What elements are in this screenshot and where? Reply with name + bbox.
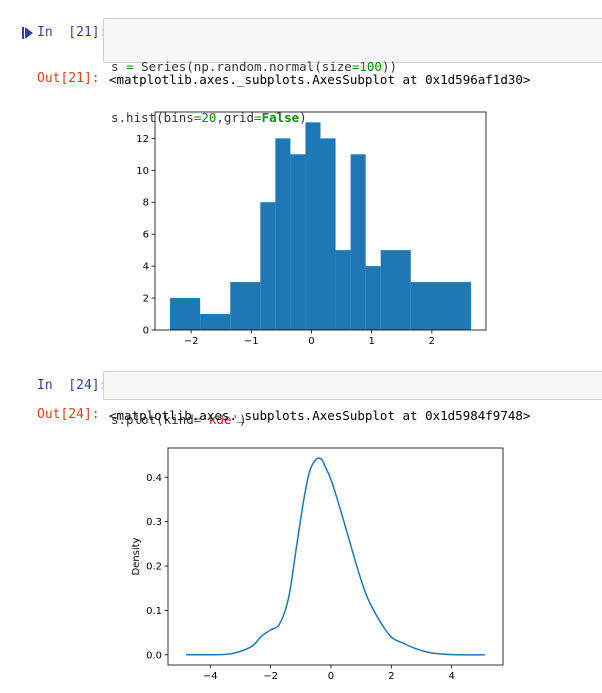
y-tick-label: 0.1 bbox=[146, 606, 162, 617]
code-input-area[interactable]: s = Series(np.random.normal(size=100)) s… bbox=[103, 18, 602, 125]
code-line: s.hist(bins=20,grid=False) bbox=[111, 109, 602, 126]
y-tick-label: 6 bbox=[143, 230, 149, 241]
histogram-bar bbox=[410, 282, 471, 330]
run-cell-icon[interactable] bbox=[22, 27, 33, 39]
output-prompt: Out[21]: bbox=[37, 71, 100, 86]
y-tick-label: 0 bbox=[143, 326, 149, 337]
code-token: Series(np.random.normal(size bbox=[133, 59, 352, 74]
code-string: 'kde' bbox=[201, 412, 239, 427]
histogram-bar bbox=[365, 266, 381, 330]
histogram-bar bbox=[350, 154, 366, 330]
x-tick-label: 0 bbox=[328, 671, 334, 682]
y-tick-label: 0.0 bbox=[146, 650, 162, 661]
y-tick-label: 2 bbox=[143, 294, 149, 305]
code-operator: = bbox=[254, 110, 262, 125]
histogram-bar bbox=[275, 138, 291, 330]
histogram-bar bbox=[320, 138, 336, 330]
histogram-bar bbox=[380, 250, 411, 330]
y-tick-label: 0.4 bbox=[146, 473, 162, 484]
plot-frame bbox=[154, 111, 487, 331]
code-token: ) bbox=[238, 412, 247, 427]
histogram-bar bbox=[260, 202, 276, 330]
x-tick-label: −4 bbox=[203, 671, 218, 682]
code-line: s.plot(kind='kde') bbox=[111, 411, 602, 428]
histogram-bar bbox=[170, 298, 201, 330]
histogram-bar bbox=[230, 282, 261, 330]
y-tick-label: 12 bbox=[136, 134, 149, 145]
x-tick-label: 0 bbox=[308, 336, 314, 347]
y-tick-label: 10 bbox=[136, 166, 149, 177]
x-tick-label: 1 bbox=[368, 336, 374, 347]
y-axis-label: Density bbox=[131, 537, 142, 575]
code-keyword: False bbox=[261, 110, 300, 125]
code-token: )) bbox=[381, 59, 398, 74]
code-operator: = bbox=[193, 412, 202, 427]
output-prompt: Out[24]: bbox=[37, 407, 100, 422]
x-tick-label: 2 bbox=[388, 671, 394, 682]
code-token: ,grid bbox=[216, 110, 255, 125]
code-token: s.hist(bins bbox=[111, 110, 194, 125]
y-tick-label: 0.3 bbox=[146, 517, 162, 528]
histogram-bar bbox=[305, 122, 321, 330]
y-tick-label: 4 bbox=[143, 262, 149, 273]
output-repr: <matplotlib.axes._subplots.AxesSubplot a… bbox=[109, 72, 531, 87]
code-operator: = bbox=[193, 110, 202, 125]
input-prompt: In [24]: bbox=[37, 378, 108, 393]
output-repr: <matplotlib.axes._subplots.AxesSubplot a… bbox=[109, 408, 531, 423]
input-prompt: In [21]: bbox=[37, 25, 108, 40]
y-tick-label: 8 bbox=[143, 198, 149, 209]
x-tick-label: 4 bbox=[449, 671, 455, 682]
code-operator: = bbox=[126, 59, 134, 74]
code-operator: = bbox=[351, 59, 360, 74]
x-tick-label: −2 bbox=[263, 671, 278, 682]
code-number: 20 bbox=[201, 110, 217, 125]
y-tick-label: 0.2 bbox=[146, 562, 162, 573]
code-token: ) bbox=[299, 110, 307, 125]
code-token: s bbox=[111, 59, 127, 74]
code-input-area[interactable]: s.plot(kind='kde') bbox=[103, 371, 602, 427]
x-tick-label: −1 bbox=[244, 336, 259, 347]
x-tick-label: 2 bbox=[429, 336, 435, 347]
histogram-bar bbox=[335, 250, 351, 330]
code-line: s = Series(np.random.normal(size=100)) bbox=[111, 58, 602, 75]
histogram-bar bbox=[290, 154, 306, 330]
x-tick-label: −2 bbox=[184, 336, 199, 347]
code-token: s.plot(kind bbox=[111, 412, 194, 427]
histogram-bar bbox=[200, 314, 231, 330]
code-number: 100 bbox=[359, 59, 382, 74]
kde-line bbox=[186, 457, 485, 656]
plot-frame bbox=[167, 447, 504, 666]
